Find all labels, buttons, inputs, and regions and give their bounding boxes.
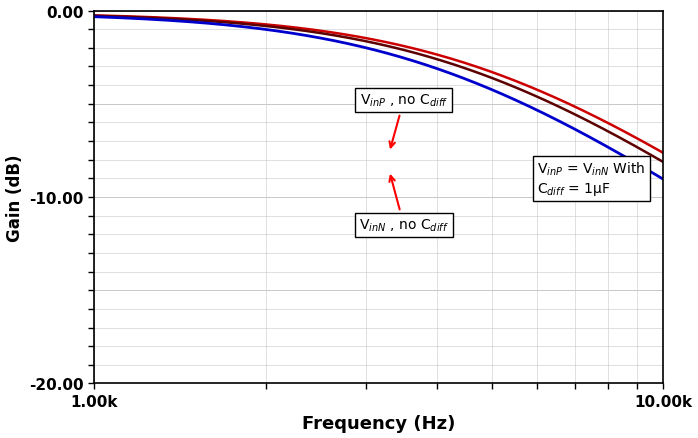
Text: V$_{inN}$ , no C$_{diff}$: V$_{inN}$ , no C$_{diff}$ <box>359 177 449 233</box>
Text: V$_{inP}$ = V$_{inN}$ With
C$_{diff}$ = 1μF: V$_{inP}$ = V$_{inN}$ With C$_{diff}$ = … <box>537 161 646 197</box>
Y-axis label: Gain (dB): Gain (dB) <box>6 154 24 241</box>
Text: V$_{inP}$ , no C$_{diff}$: V$_{inP}$ , no C$_{diff}$ <box>359 93 448 148</box>
X-axis label: Frequency (Hz): Frequency (Hz) <box>302 414 456 432</box>
